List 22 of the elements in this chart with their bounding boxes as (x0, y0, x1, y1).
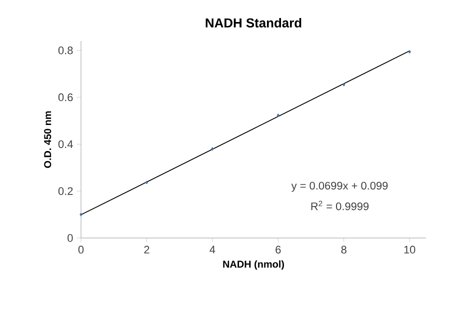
x-tick-label: 6 (276, 246, 281, 254)
x-tick-label: 0 (78, 246, 84, 254)
point (276, 114, 280, 118)
x-tick-label: 2 (144, 246, 150, 254)
point (80, 212, 82, 216)
y-tick-label: 0.6 (58, 93, 73, 102)
x-axis-title: NADH (nmol) (223, 260, 284, 270)
x-tick-label: 10 (404, 246, 416, 254)
y-tick-label: 0.2 (58, 187, 73, 195)
annotation: y = 0.0699x + 0.099 (291, 182, 388, 192)
chart-title: NADH Standard (206, 18, 302, 28)
annotation: R$^{2}$ = 0.9999 (311, 200, 369, 210)
point (408, 50, 411, 54)
x-tick-label: 8 (341, 246, 346, 254)
point (145, 180, 148, 184)
y-tick-label: 0 (68, 234, 73, 242)
y-tick-label: 0.8 (58, 46, 73, 54)
point (342, 82, 346, 86)
x-tick-label: 4 (210, 246, 216, 254)
y-tick-label: 0.4 (58, 140, 73, 148)
point (211, 147, 214, 151)
y-axis-title: O.D. 450 nm (44, 111, 52, 168)
